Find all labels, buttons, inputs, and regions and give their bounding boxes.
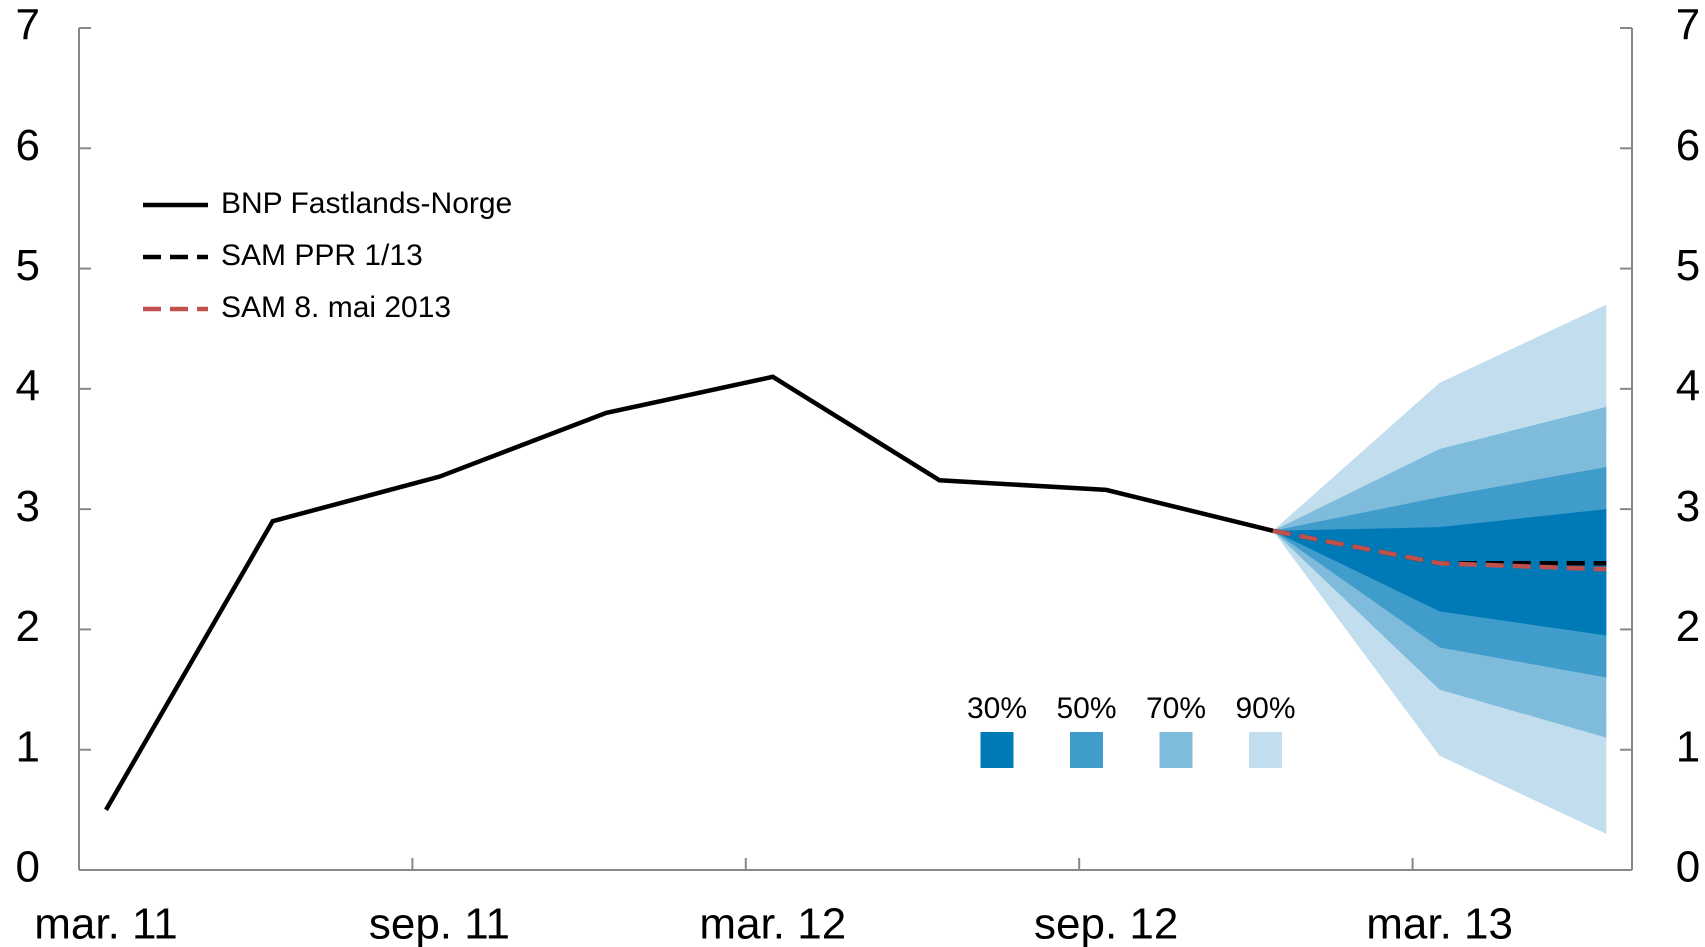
series-line <box>1272 528 1607 572</box>
legend-label: SAM 8. mai 2013 <box>221 291 451 324</box>
band-legend-swatch <box>1070 732 1103 768</box>
y2-tick-label: 5 <box>1676 241 1700 290</box>
band-legend-swatch <box>1249 732 1282 768</box>
x-tick-label: mar. 12 <box>699 900 846 947</box>
y2-tick-label: 3 <box>1676 482 1700 531</box>
y-tick-label: 3 <box>16 482 40 531</box>
band-legend-label: 70% <box>1146 692 1206 725</box>
y-tick-label: 6 <box>16 121 40 170</box>
y-tick-label: 7 <box>16 1 40 50</box>
x-tick-label: sep. 11 <box>369 900 510 947</box>
band-legend-label: 50% <box>1056 692 1116 725</box>
legend-label: BNP Fastlands-Norge <box>221 187 512 220</box>
band-legend-swatch <box>980 732 1014 768</box>
x-tick-label: sep. 12 <box>1034 900 1178 947</box>
y-tick-label: 4 <box>16 361 40 410</box>
x-tick-label: mar. 11 <box>34 900 177 947</box>
y2-tick-label: 7 <box>1676 1 1700 50</box>
y2-tick-label: 4 <box>1676 361 1700 410</box>
y-tick-label: 1 <box>16 722 40 771</box>
y2-tick-label: 1 <box>1676 722 1700 771</box>
y-tick-label: 0 <box>16 843 40 892</box>
legend-label: SAM PPR 1/13 <box>221 239 423 272</box>
y2-tick-label: 2 <box>1676 602 1700 651</box>
y2-tick-label: 0 <box>1676 843 1700 892</box>
x-tick-label: mar. 13 <box>1366 900 1513 947</box>
y-tick-label: 5 <box>16 241 40 290</box>
y2-tick-label: 6 <box>1676 121 1700 170</box>
series-line <box>104 374 1274 811</box>
band-legend-label: 30% <box>967 692 1027 725</box>
band-legend-swatch <box>1159 732 1193 768</box>
y-tick-label: 2 <box>16 602 40 651</box>
fan-band <box>1272 509 1607 636</box>
band-legend-label: 90% <box>1235 692 1295 725</box>
